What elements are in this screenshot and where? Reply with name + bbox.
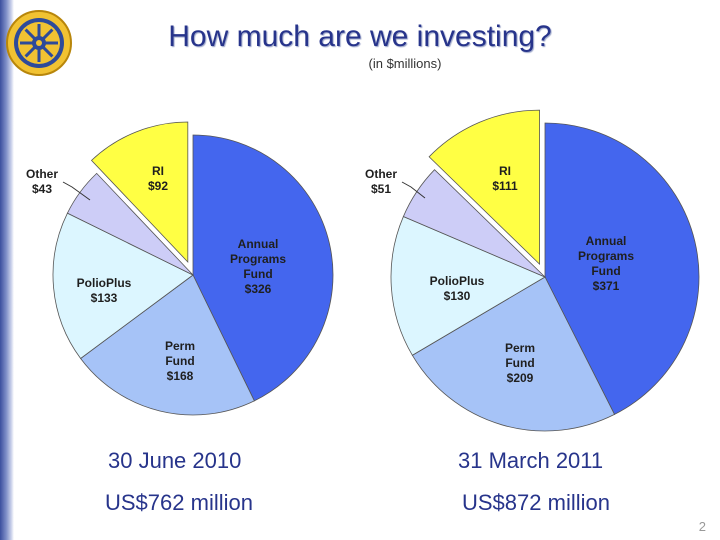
- chart-total-2010: US$762 million: [105, 490, 253, 515]
- pie-slice-perm-fund: [80, 274, 255, 416]
- pie-slice-polioplus: [390, 216, 546, 356]
- slice-label-annual-programs-fund: Annual Programs Fund $371: [578, 234, 634, 293]
- page-number: 2: [698, 519, 706, 534]
- slice-label-ri: RI $111: [492, 164, 518, 193]
- pie-slice-annual-programs-fund: [192, 134, 334, 402]
- pie-chart-2010: Annual Programs Fund $326 Perm Fund $168 PolioP…: [26, 121, 334, 416]
- leader-line: [401, 181, 426, 199]
- pie-slice-annual-programs-fund: [544, 122, 700, 415]
- pie-slice-ri: [90, 121, 189, 263]
- slice-label-annual-programs-fund: Annual Programs Fund $326: [230, 237, 286, 296]
- pie-chart-2011: Annual Programs Fund $371 Perm Fund $209 PolioP…: [365, 109, 700, 432]
- pie-slice-perm-fund: [411, 276, 616, 432]
- slice-label-perm-fund: Perm Fund $168: [165, 339, 195, 383]
- chart-date-2010: 30 June 2010: [108, 448, 242, 473]
- rotary-wheel-logo: [6, 10, 72, 76]
- slice-label-other: Other $43: [26, 167, 58, 196]
- slice-label-polioplus: PolioPlus $133: [77, 276, 132, 305]
- slice-label-polioplus: PolioPlus $130: [430, 274, 485, 303]
- slice-label-ri: RI $92: [148, 164, 168, 193]
- slice-label-other: Other $51: [365, 167, 397, 196]
- page-subtitle: (in $millions): [368, 56, 442, 71]
- leader-line: [62, 181, 91, 201]
- pie-slice-other: [66, 172, 194, 276]
- pie-slice-ri: [428, 109, 540, 266]
- slice-label-perm-fund: Perm Fund $209: [505, 341, 535, 385]
- pie-slice-polioplus: [52, 212, 194, 360]
- page-title: How much are we investing?: [168, 20, 552, 53]
- left-gradient-bar: [0, 0, 14, 540]
- chart-date-2011: 31 March 2011: [458, 448, 604, 473]
- chart-total-2011: US$872 million: [462, 490, 610, 515]
